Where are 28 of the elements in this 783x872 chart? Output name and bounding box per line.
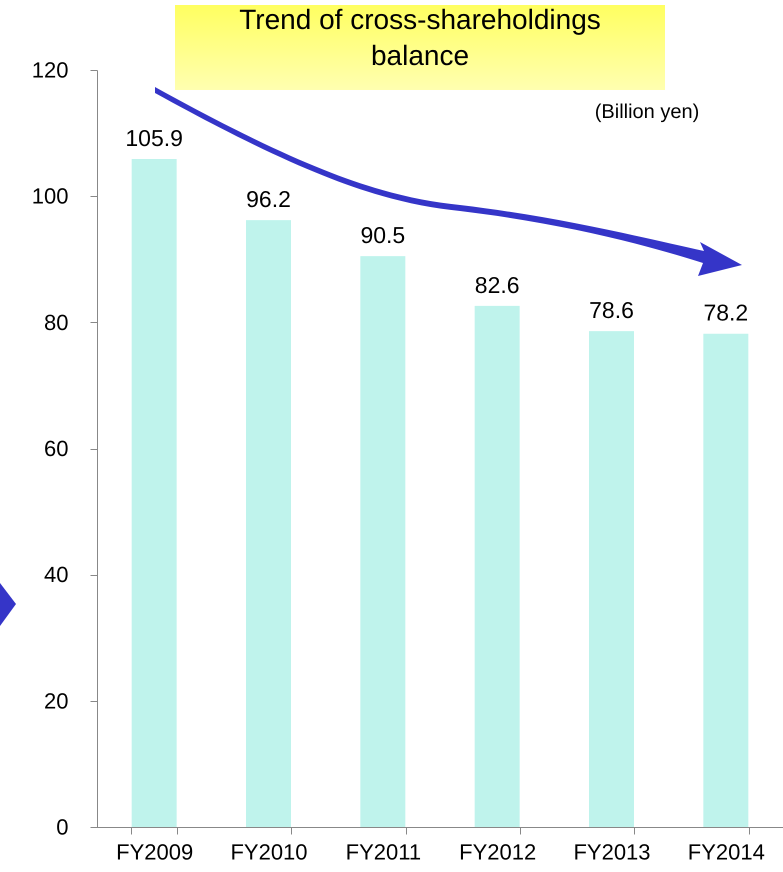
x-tick-label: FY2010: [230, 840, 308, 864]
y-tick-label: 120: [32, 58, 68, 82]
text: balance: [370, 40, 470, 71]
bar: [474, 306, 520, 827]
y-tick-label: 100: [32, 184, 68, 209]
data-label: 90.5: [360, 222, 406, 248]
x-tick-label: FY2011: [346, 840, 422, 864]
y-tick-label: 80: [44, 310, 68, 335]
data-label: 78.2: [703, 300, 748, 326]
y-tick-label: 0: [56, 814, 68, 840]
bar: [703, 334, 748, 827]
y-tick-label: 20: [44, 688, 68, 714]
data-label: 105.9: [125, 124, 183, 151]
annotation: (Billion yen): [594, 101, 700, 123]
y-tick-label: 60: [44, 436, 68, 461]
x-tick-label: FY2014: [688, 840, 765, 864]
x-tick-label: FY2013: [573, 840, 651, 864]
bar: [246, 220, 291, 827]
data-label: 78.6: [589, 297, 634, 324]
data-label: 96.2: [246, 186, 291, 212]
x-tick-label: FY2012: [459, 840, 536, 864]
y-tick-label: 40: [44, 562, 68, 588]
bar: [360, 256, 406, 827]
text: Trend of cross-shareholdings: [239, 4, 601, 35]
bar: [132, 158, 177, 827]
data-label: 82.6: [474, 272, 520, 298]
x-tick-label: FY2009: [116, 840, 194, 864]
bar: [589, 331, 634, 827]
